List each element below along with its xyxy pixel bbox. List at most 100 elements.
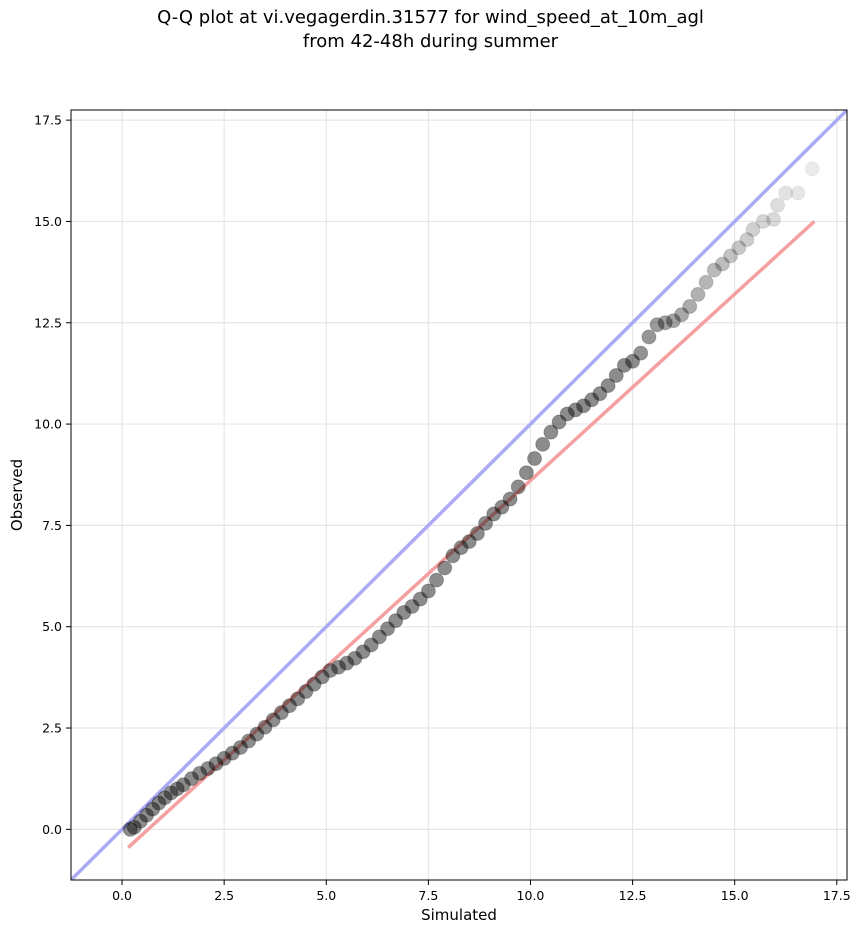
quantile-points [122, 161, 820, 837]
data-point [510, 479, 526, 495]
data-point [445, 548, 461, 564]
identity-line [71, 110, 847, 880]
data-point [339, 655, 355, 671]
data-point [126, 819, 142, 835]
x-tick-label: 15.0 [721, 888, 749, 903]
data-point [770, 197, 786, 213]
data-point [714, 256, 730, 272]
data-point [633, 345, 649, 361]
data-point [600, 378, 616, 394]
data-point [453, 540, 469, 556]
data-point [151, 795, 167, 811]
data-point [469, 526, 485, 541]
x-tick-label: 7.5 [418, 888, 438, 903]
data-point [698, 274, 714, 290]
fit-line [126, 220, 816, 849]
data-point [765, 211, 781, 227]
y-tick-label: 0.0 [42, 822, 62, 837]
y-axis-ticks: 0.0 2.5 5.0 7.5 10.0 12.5 15.0 17.5 [34, 113, 71, 837]
data-point [355, 644, 371, 660]
data-point [388, 613, 404, 629]
data-point [169, 781, 185, 797]
data-point [616, 357, 632, 373]
data-point [139, 807, 155, 823]
data-point [543, 424, 559, 440]
x-axis-ticks: 0.0 2.5 5.0 7.5 10.0 12.5 15.0 17.5 [112, 880, 851, 903]
data-point [527, 451, 543, 467]
y-tick-label: 5.0 [42, 619, 62, 634]
data-point [657, 315, 673, 331]
data-point [290, 691, 306, 707]
data-point [396, 605, 412, 621]
data-point [347, 650, 363, 666]
data-point [208, 756, 224, 772]
data-point [380, 621, 396, 637]
data-point [371, 629, 387, 645]
data-point [241, 733, 257, 749]
x-tick-label: 10.0 [517, 888, 545, 903]
fit-line-layer [126, 220, 816, 849]
data-point [461, 534, 477, 550]
data-point [132, 813, 148, 829]
data-point [790, 185, 806, 201]
data-point [412, 591, 428, 607]
data-point [674, 307, 690, 323]
data-point [298, 684, 314, 700]
data-point [122, 821, 138, 837]
x-tick-label: 2.5 [214, 888, 234, 903]
data-point [641, 329, 657, 345]
data-point [625, 353, 641, 369]
data-point [665, 313, 681, 329]
data-point [192, 765, 208, 781]
x-tick-label: 12.5 [619, 888, 647, 903]
data-point [649, 317, 665, 333]
data-point [706, 262, 722, 278]
data-point [437, 560, 453, 576]
y-axis-label: Observed [8, 459, 26, 531]
y-tick-label: 7.5 [42, 518, 62, 533]
chart-title-line-2: from 42-48h during summer [302, 31, 559, 52]
data-point [314, 669, 330, 685]
x-tick-label: 0.0 [112, 888, 132, 903]
data-point [551, 414, 567, 430]
data-point [518, 465, 534, 481]
data-point [804, 161, 820, 177]
grid [71, 110, 847, 880]
data-point [363, 637, 379, 653]
data-point [755, 213, 771, 229]
data-point [265, 712, 281, 728]
data-point [404, 598, 420, 614]
data-point [690, 286, 706, 302]
data-point [282, 698, 298, 714]
data-point [331, 659, 347, 675]
x-axis-label: Simulated [421, 906, 497, 924]
data-point [535, 436, 551, 452]
data-point [576, 398, 592, 414]
data-point [584, 392, 600, 408]
data-point [232, 739, 248, 755]
identity-line-layer [71, 110, 847, 880]
y-tick-label: 2.5 [42, 721, 62, 736]
data-point [224, 745, 240, 761]
data-point [567, 402, 583, 418]
data-point [306, 676, 322, 692]
data-point [157, 790, 173, 806]
y-tick-label: 17.5 [34, 113, 62, 128]
data-point [778, 185, 794, 201]
y-tick-label: 12.5 [34, 315, 62, 330]
data-point [273, 705, 289, 721]
data-point [502, 491, 518, 507]
data-point [175, 777, 191, 793]
data-point [739, 232, 755, 248]
data-point [183, 771, 199, 787]
data-point [420, 583, 436, 599]
data-point [682, 299, 698, 315]
data-point [257, 719, 273, 735]
data-point [608, 367, 624, 383]
data-point [163, 785, 179, 801]
x-tick-label: 5.0 [316, 888, 336, 903]
data-point [723, 248, 739, 264]
x-tick-label: 17.5 [823, 888, 851, 903]
data-point [494, 499, 510, 515]
